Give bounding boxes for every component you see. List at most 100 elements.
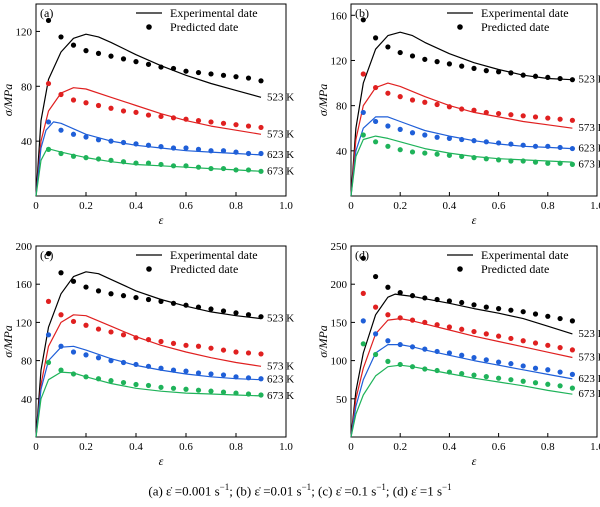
predicted-point (120, 379, 127, 386)
predicted-point (508, 70, 514, 76)
predicted-point (508, 307, 514, 313)
predicted-point (108, 53, 114, 59)
caption-exp-d: −1 (442, 482, 452, 492)
x-tick-label: 0.4 (129, 200, 143, 212)
predicted-point (195, 387, 202, 393)
predicted-point (220, 372, 227, 378)
predicted-point (397, 49, 403, 56)
panel-label: (b) (355, 6, 369, 20)
predicted-point (145, 160, 152, 166)
predicted-point (397, 126, 403, 132)
legend-experimental: Experimental date (170, 6, 258, 20)
predicted-point (520, 338, 526, 344)
predicted-point (434, 367, 440, 374)
predicted-point (245, 391, 252, 397)
predicted-point (108, 105, 114, 111)
predicted-point (434, 348, 440, 355)
series-temp-label: 623 K (267, 374, 294, 386)
x-tick-label: 0.8 (541, 200, 555, 212)
plot-frame (35, 245, 287, 438)
caption-exp-a: −1 (219, 482, 230, 492)
predicted-point (520, 72, 526, 78)
predicted-point (183, 302, 189, 308)
legend-experimental: Experimental date (481, 6, 569, 20)
predicted-point (208, 165, 214, 172)
predicted-point (360, 290, 366, 296)
predicted-point (170, 367, 177, 373)
predicted-point (385, 358, 391, 364)
experimental-line (35, 148, 262, 197)
predicted-point (434, 296, 440, 303)
predicted-point (95, 137, 102, 143)
y-tick-label: 160 (16, 279, 33, 291)
predicted-point (170, 340, 177, 347)
predicted-point (220, 165, 227, 172)
predicted-point (373, 84, 379, 91)
predicted-point (145, 142, 152, 148)
predicted-point (95, 156, 102, 162)
y-tick-label: 80 (21, 81, 33, 93)
x-tick-label: 0.6 (179, 200, 193, 212)
predicted-point (409, 97, 416, 103)
predicted-point (557, 315, 563, 322)
predicted-point (245, 312, 252, 318)
figure-caption: (a) ε̇ =0.001 s−1; (b) ε̇ =0.01 s−1; (c)… (0, 482, 600, 499)
predicted-point (446, 104, 452, 110)
series-temp-label: 673 K (267, 390, 294, 402)
predicted-point (45, 359, 52, 366)
predicted-point (360, 17, 366, 23)
predicted-point (220, 347, 227, 353)
x-tick-label: 1.0 (590, 200, 600, 212)
predicted-point (220, 308, 227, 314)
predicted-point (233, 310, 239, 316)
predicted-point (434, 59, 440, 65)
predicted-point (520, 378, 526, 384)
y-tick-label: 40 (21, 394, 33, 406)
predicted-point (245, 167, 252, 173)
predicted-point (120, 359, 127, 366)
predicted-point (483, 331, 489, 337)
predicted-point (545, 367, 551, 373)
predicted-point (208, 306, 214, 312)
predicted-point (70, 349, 77, 355)
legend-dot-marker (457, 24, 463, 30)
y-tick-label: 150 (331, 317, 348, 329)
predicted-point (133, 335, 139, 341)
predicted-point (446, 135, 452, 141)
x-tick-label: 0 (33, 441, 39, 453)
predicted-point (133, 294, 139, 301)
predicted-point (158, 144, 164, 150)
experimental-line (350, 82, 573, 197)
predicted-point (385, 284, 391, 290)
predicted-point (373, 139, 379, 145)
predicted-point (409, 344, 416, 350)
predicted-point (258, 376, 264, 382)
series-temp-label: 523 K (267, 91, 294, 103)
predicted-point (120, 139, 127, 146)
predicted-point (170, 145, 177, 151)
predicted-point (170, 385, 177, 391)
predicted-point (108, 157, 114, 163)
predicted-point (183, 68, 189, 74)
predicted-point (471, 138, 477, 144)
predicted-point (145, 363, 152, 369)
predicted-point (70, 97, 77, 103)
predicted-point (409, 149, 416, 155)
series-623K: 623 K (35, 332, 294, 438)
predicted-point (183, 342, 189, 348)
caption-exp-b: −1 (301, 482, 312, 492)
legend-predicted: Predicted date (170, 262, 238, 276)
predicted-point (508, 335, 514, 342)
predicted-point (520, 363, 526, 369)
x-tick-label: 0 (348, 441, 354, 453)
experimental-line (350, 293, 573, 438)
series-temp-label: 623 K (267, 149, 294, 161)
predicted-point (569, 161, 576, 167)
predicted-point (170, 65, 177, 72)
predicted-point (70, 153, 77, 159)
legend-experimental: Experimental date (481, 248, 569, 262)
predicted-point (385, 338, 391, 344)
predicted-point (471, 302, 477, 308)
predicted-point (446, 152, 452, 158)
experimental-line (350, 364, 573, 438)
